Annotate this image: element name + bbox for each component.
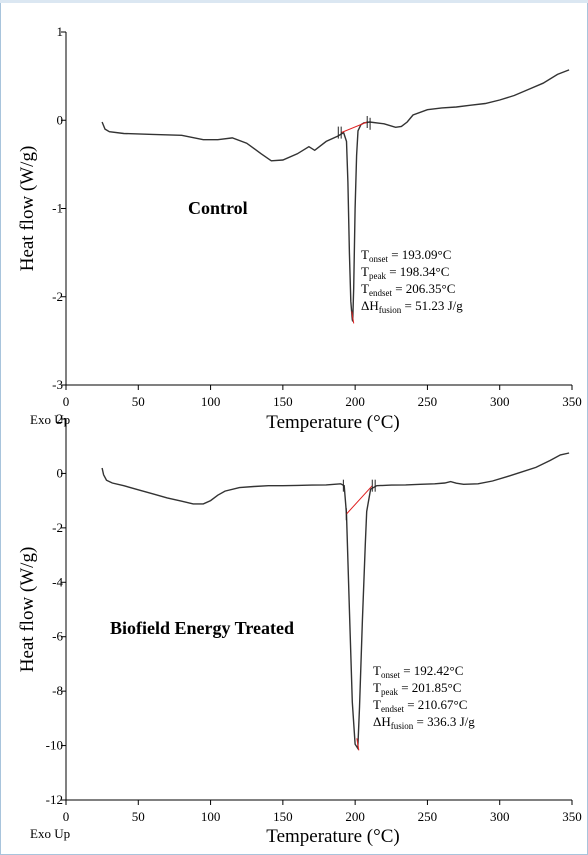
annotation-subscript: peak bbox=[381, 687, 398, 697]
integration-baseline bbox=[340, 121, 368, 134]
x-tick-label: 250 bbox=[418, 394, 438, 409]
peak-marker bbox=[356, 738, 360, 751]
y-tick-label: -10 bbox=[46, 738, 63, 753]
annotation-symbol: T bbox=[361, 281, 369, 296]
x-tick-label: 150 bbox=[273, 394, 293, 409]
x-tick-label: 150 bbox=[273, 809, 293, 824]
x-tick-label: 250 bbox=[418, 809, 438, 824]
chart-panel-2: -12 -10 -8 -6 -4 -2 0 2 0 50 100 150 200 250 300 350 Tem… bbox=[17, 411, 582, 847]
annotation-line: Tpeak = 198.34°C bbox=[361, 264, 449, 281]
annotation-line: Tpeak = 201.85°C bbox=[373, 680, 461, 697]
annotation-symbol: ΔH bbox=[361, 298, 379, 313]
y-tick-label: -12 bbox=[46, 792, 63, 807]
exo-up-label: Exo Up bbox=[30, 412, 70, 427]
x-axis-title: Temperature (°C) bbox=[266, 412, 399, 433]
panel-title: Control bbox=[188, 198, 248, 218]
x-tick-label: 350 bbox=[562, 394, 582, 409]
x-tick-label: 200 bbox=[345, 809, 365, 824]
x-tick-label: 50 bbox=[132, 394, 145, 409]
annotation-subscript: onset bbox=[381, 670, 400, 680]
x-tick-label: 100 bbox=[201, 809, 221, 824]
annotation-line: ΔHfusion = 336.3 J/g bbox=[373, 714, 475, 731]
y-tick-label: -8 bbox=[52, 683, 63, 698]
y-tick-label: 1 bbox=[57, 24, 64, 39]
y-tick-label: -2 bbox=[52, 520, 63, 535]
annotation-value: = 192.42°C bbox=[400, 663, 463, 678]
y-tick-label: 0 bbox=[57, 112, 64, 127]
annotation-value: = 193.09°C bbox=[388, 247, 451, 262]
integration-baseline bbox=[345, 485, 373, 515]
x-axis-title: Temperature (°C) bbox=[266, 826, 399, 847]
x-tick-label: 50 bbox=[132, 809, 145, 824]
x-tick-label: 0 bbox=[63, 809, 70, 824]
annotation-value: = 336.3 J/g bbox=[413, 714, 475, 729]
annotation-line: Tendset = 210.67°C bbox=[373, 697, 467, 714]
annotation-value: = 51.23 J/g bbox=[401, 298, 463, 313]
annotation-value: = 201.85°C bbox=[398, 680, 461, 695]
annotation-line: Tendset = 206.35°C bbox=[361, 281, 455, 298]
annotation-symbol: T bbox=[361, 247, 369, 262]
x-tick-label: 0 bbox=[63, 394, 70, 409]
annotation-line: ΔHfusion = 51.23 J/g bbox=[361, 298, 463, 315]
y-tick-label: -6 bbox=[52, 629, 63, 644]
annotation-symbol: T bbox=[373, 697, 381, 712]
y-tick-label: -4 bbox=[52, 574, 63, 589]
y-tick-label: -2 bbox=[52, 289, 63, 304]
y-axis-title: Heat flow (W/g) bbox=[17, 146, 38, 272]
annotation-line: Tonset = 193.09°C bbox=[361, 247, 451, 264]
annotation-subscript: endset bbox=[369, 288, 392, 298]
y-axis-title: Heat flow (W/g) bbox=[17, 547, 38, 673]
y-tick-label: 0 bbox=[57, 465, 64, 480]
annotation-line: Tonset = 192.42°C bbox=[373, 663, 463, 680]
annotation-subscript: peak bbox=[369, 271, 386, 281]
annotation-symbol: T bbox=[361, 264, 369, 279]
y-tick-label: -3 bbox=[52, 377, 63, 392]
annotation-value: = 206.35°C bbox=[392, 281, 455, 296]
y-tick-label: -1 bbox=[52, 201, 63, 216]
exo-up-label: Exo Up bbox=[30, 826, 70, 841]
annotation-subscript: fusion bbox=[379, 305, 402, 315]
annotation-symbol: T bbox=[373, 680, 381, 695]
x-tick-label: 350 bbox=[562, 809, 582, 824]
annotation-subscript: fusion bbox=[391, 721, 414, 731]
annotation-value: = 210.67°C bbox=[404, 697, 467, 712]
x-tick-label: 200 bbox=[345, 394, 365, 409]
annotation-symbol: ΔH bbox=[373, 714, 391, 729]
panel-title: Biofield Energy Treated bbox=[110, 618, 294, 638]
peak-marker bbox=[351, 311, 355, 324]
annotation-value: = 198.34°C bbox=[386, 264, 449, 279]
heat-flow-curve bbox=[101, 69, 570, 322]
heat-flow-curve bbox=[101, 452, 570, 751]
annotation-symbol: T bbox=[373, 663, 381, 678]
annotation-subscript: onset bbox=[369, 254, 388, 264]
chart-panel-1: -3 -2 -1 0 1 0 50 100 150 200 250 300 350 Temperature… bbox=[17, 24, 582, 433]
annotation-subscript: endset bbox=[381, 704, 404, 714]
y-tick-label: 2 bbox=[57, 411, 64, 426]
x-tick-label: 300 bbox=[490, 809, 510, 824]
window-top-border bbox=[0, 0, 588, 3]
x-tick-label: 300 bbox=[490, 394, 510, 409]
x-tick-label: 100 bbox=[201, 394, 221, 409]
